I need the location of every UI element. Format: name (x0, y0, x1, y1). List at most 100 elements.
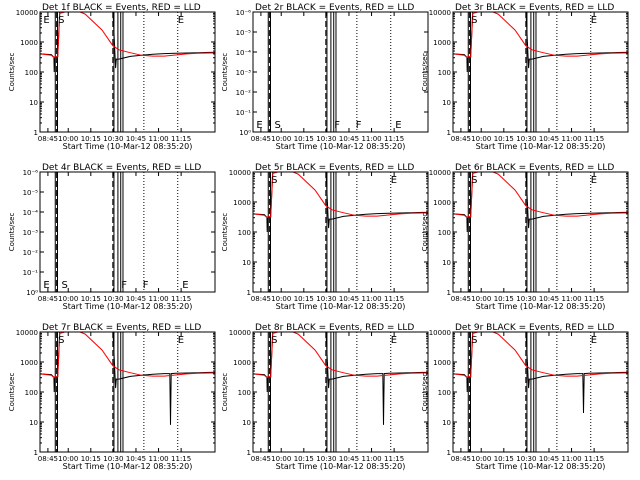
x-axis-label: Start Time (10-Mar-12 08:35:20) (276, 462, 406, 471)
y-tick-label: 10 (442, 419, 451, 427)
series-lld (40, 12, 215, 59)
panel-title: Det 1f BLACK = Events, RED = LLD (42, 3, 201, 13)
plot-frame (252, 11, 429, 133)
x-tick-label: 08:45 (38, 455, 58, 463)
y-tick-label: 1000 (20, 39, 38, 47)
y-tick-label: 1000 (233, 359, 251, 367)
x-tick-label: 10:00 (271, 295, 291, 303)
y-tick-label: 10⁻⁴ (23, 209, 39, 217)
y-tick-label: 10⁻¹ (236, 109, 252, 117)
y-tick-label: 10⁻⁶ (236, 9, 252, 17)
reference-lines (267, 172, 392, 292)
y-axis-label: Counts/sec (8, 373, 16, 412)
x-tick-label: 11:15 (584, 295, 604, 303)
flag-marker: S (58, 15, 64, 26)
panel-title: Det 8r BLACK = Events, RED = LLD (255, 323, 414, 333)
x-tick-label: 08:45 (451, 455, 471, 463)
y-tick-label: 10⁰ (26, 289, 38, 297)
y-tick-label: 10 (242, 259, 251, 267)
flag-marker: E (591, 15, 597, 26)
x-tick-label: 11:00 (561, 295, 581, 303)
detector-panel-8: Det 8r BLACK = Events, RED = LLD S E 1 10 100… (221, 323, 429, 471)
plot-frame (252, 171, 429, 293)
y-tick-label: 10⁻³ (236, 69, 252, 77)
y-tick-label: 10 (242, 419, 251, 427)
y-tick-label: 10000 (16, 9, 38, 17)
x-axis-label: Start Time (10-Mar-12 08:35:20) (476, 142, 606, 151)
y-tick-label: 10⁻¹ (23, 269, 39, 277)
x-tick-label: 11:15 (171, 295, 191, 303)
y-axis-label: Counts/sec (8, 213, 16, 252)
x-tick-label: 10:15 (81, 295, 101, 303)
flag-marker: E (391, 335, 397, 346)
y-axis-label: Counts/sec (421, 373, 429, 412)
series-events (453, 332, 628, 414)
series-group (253, 332, 428, 425)
x-tick-label: 10:00 (271, 455, 291, 463)
x-tick-label: 10:15 (81, 455, 101, 463)
panel-title: Det 5r BLACK = Events, RED = LLD (255, 163, 414, 173)
y-tick-label: 100 (238, 389, 251, 397)
plot-frame (452, 331, 629, 453)
x-tick-label: 10:45 (539, 295, 559, 303)
flag-marker: E (178, 335, 184, 346)
detector-panel-4: Det 4r BLACK = Events, RED = LLD E S F F E 10⁰… (8, 163, 216, 311)
series-events (253, 172, 428, 233)
flag-marker: S (471, 335, 477, 346)
y-axis-label: Counts/sec (421, 213, 429, 252)
series-group (453, 12, 628, 73)
plot-frame (252, 331, 429, 453)
series-events (40, 332, 215, 425)
y-tick-label: 10 (442, 99, 451, 107)
flag-marker: E (591, 175, 597, 186)
x-tick-label: 10:00 (471, 295, 491, 303)
x-axis-label: Start Time (10-Mar-12 08:35:20) (476, 462, 606, 471)
panel-title: Det 2r BLACK = Events, RED = LLD (255, 3, 414, 13)
x-tick-label: 11:00 (561, 135, 581, 143)
reference-lines (54, 12, 179, 132)
x-tick-label: 10:00 (471, 455, 491, 463)
y-tick-label: 100 (25, 389, 38, 397)
x-tick-label: 10:30 (316, 455, 336, 463)
reference-lines (467, 332, 592, 452)
series-lld (453, 332, 628, 379)
x-tick-label: 11:00 (148, 455, 168, 463)
reference-lines (467, 12, 592, 132)
y-tick-label: 1 (247, 449, 251, 457)
x-tick-label: 11:00 (361, 135, 381, 143)
series-group (253, 172, 428, 233)
y-tick-label: 10⁻³ (23, 229, 39, 237)
reference-lines (267, 332, 392, 452)
y-tick-label: 10⁻⁵ (23, 189, 39, 197)
x-tick-label: 11:15 (171, 135, 191, 143)
x-tick-label: 10:45 (539, 455, 559, 463)
y-tick-label: 10000 (429, 169, 451, 177)
x-tick-label: 10:15 (494, 455, 514, 463)
flag-marker: S (471, 175, 477, 186)
x-tick-label: 10:45 (339, 135, 359, 143)
y-axis-label: Counts/sec (221, 213, 229, 252)
x-tick-label: 10:00 (471, 135, 491, 143)
x-tick-label: 08:45 (451, 135, 471, 143)
y-tick-label: 10 (442, 259, 451, 267)
x-tick-label: 11:00 (561, 455, 581, 463)
x-tick-label: 10:30 (516, 455, 536, 463)
x-tick-label: 10:00 (58, 295, 78, 303)
y-tick-label: 1 (447, 129, 451, 137)
panel-title: Det 9r BLACK = Events, RED = LLD (455, 323, 614, 333)
series-events (453, 172, 628, 233)
y-tick-label: 10⁻⁵ (236, 29, 252, 37)
y-tick-label: 1 (447, 289, 451, 297)
series-events (253, 332, 428, 425)
x-tick-label: 10:45 (339, 295, 359, 303)
flag-marker: E (591, 335, 597, 346)
x-tick-label: 10:15 (494, 295, 514, 303)
flag-marker: F (334, 120, 340, 131)
y-axis-label: Counts/sec (8, 53, 16, 92)
x-tick-label: 08:45 (38, 135, 58, 143)
y-tick-label: 100 (25, 69, 38, 77)
panel-title: Det 6r BLACK = Events, RED = LLD (455, 163, 614, 173)
x-tick-label: 11:15 (384, 455, 404, 463)
y-tick-label: 10 (29, 99, 38, 107)
